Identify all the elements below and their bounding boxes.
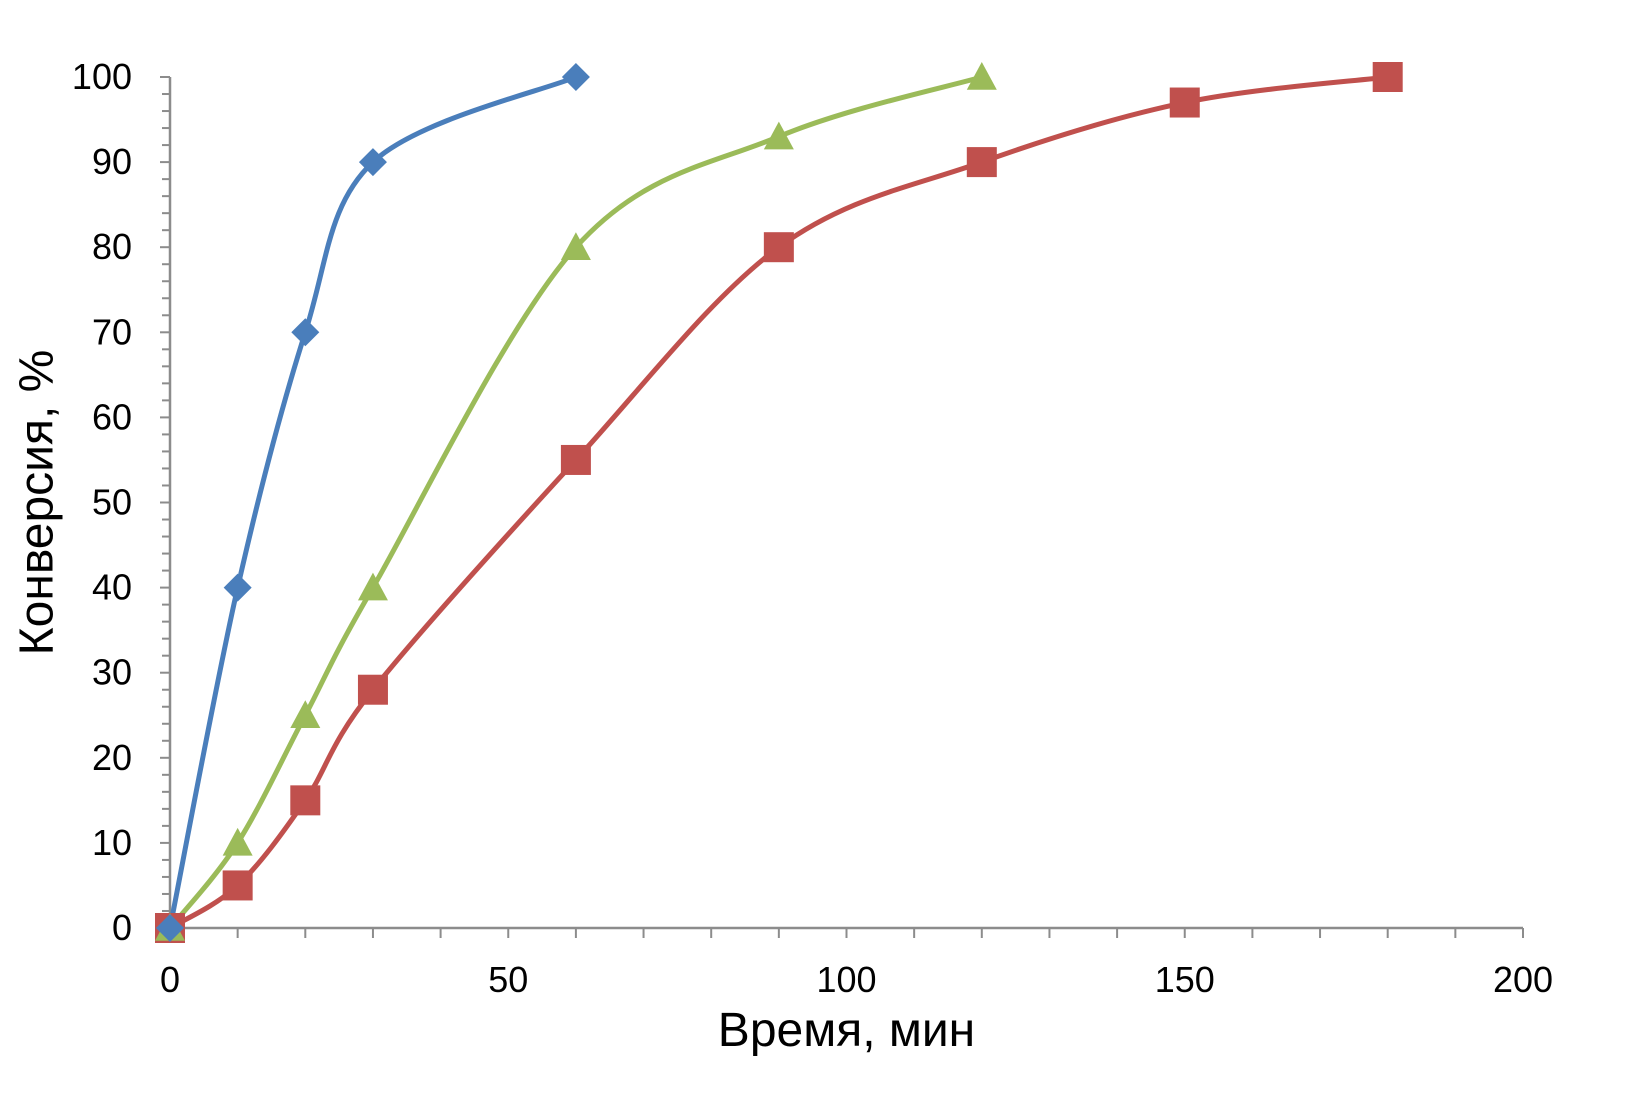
series-2-point <box>290 700 321 728</box>
series-1-point <box>561 63 590 91</box>
y-tick-label: 70 <box>92 311 132 352</box>
x-tick-label: 200 <box>1493 959 1553 1000</box>
series-3-line <box>167 74 1391 931</box>
y-tick-label: 30 <box>92 652 132 693</box>
y-tick-label: 100 <box>72 56 132 97</box>
series-2-point <box>222 827 253 856</box>
series-1-point <box>223 573 252 602</box>
series-3-point <box>763 232 794 263</box>
series-2-point <box>357 572 388 601</box>
series-3-point <box>560 444 591 475</box>
series-2-point <box>560 232 591 260</box>
x-tick-label: 50 <box>488 959 528 1000</box>
y-tick-label: 80 <box>92 226 132 267</box>
series-2-point <box>763 121 794 150</box>
y-axis-title: Конверсия, % <box>11 350 64 656</box>
series-lines <box>167 74 1391 931</box>
y-tick-label: 10 <box>92 822 132 863</box>
y-tick-label: 50 <box>92 482 132 523</box>
y-tick-label: 90 <box>92 141 132 182</box>
series-1-line <box>167 74 579 931</box>
y-tick-label: 60 <box>92 396 132 437</box>
series-1-point <box>358 148 387 177</box>
y-tick-label: 0 <box>112 907 132 948</box>
x-tick-label: 0 <box>160 959 180 1000</box>
y-tick-label: 40 <box>92 567 132 608</box>
y-tick-label: 20 <box>92 737 132 778</box>
axes: 0 10 20 30 40 50 60 70 80 90 100 0 50 100 150 200 <box>72 56 1553 1000</box>
series-3-point <box>222 870 253 901</box>
series-1-point <box>156 914 184 942</box>
x-axis-title: Время, мин <box>718 1004 975 1057</box>
series-3-point <box>966 147 997 178</box>
series-3-point <box>1372 62 1403 92</box>
series-1-point <box>291 318 320 347</box>
series-3-point <box>1169 87 1200 118</box>
x-tick-label: 150 <box>1155 959 1215 1000</box>
series-2-point <box>966 62 997 90</box>
x-tick-label: 100 <box>816 959 876 1000</box>
series-3-point <box>357 674 388 705</box>
series-3-point <box>290 785 321 816</box>
series-markers <box>155 62 1403 943</box>
